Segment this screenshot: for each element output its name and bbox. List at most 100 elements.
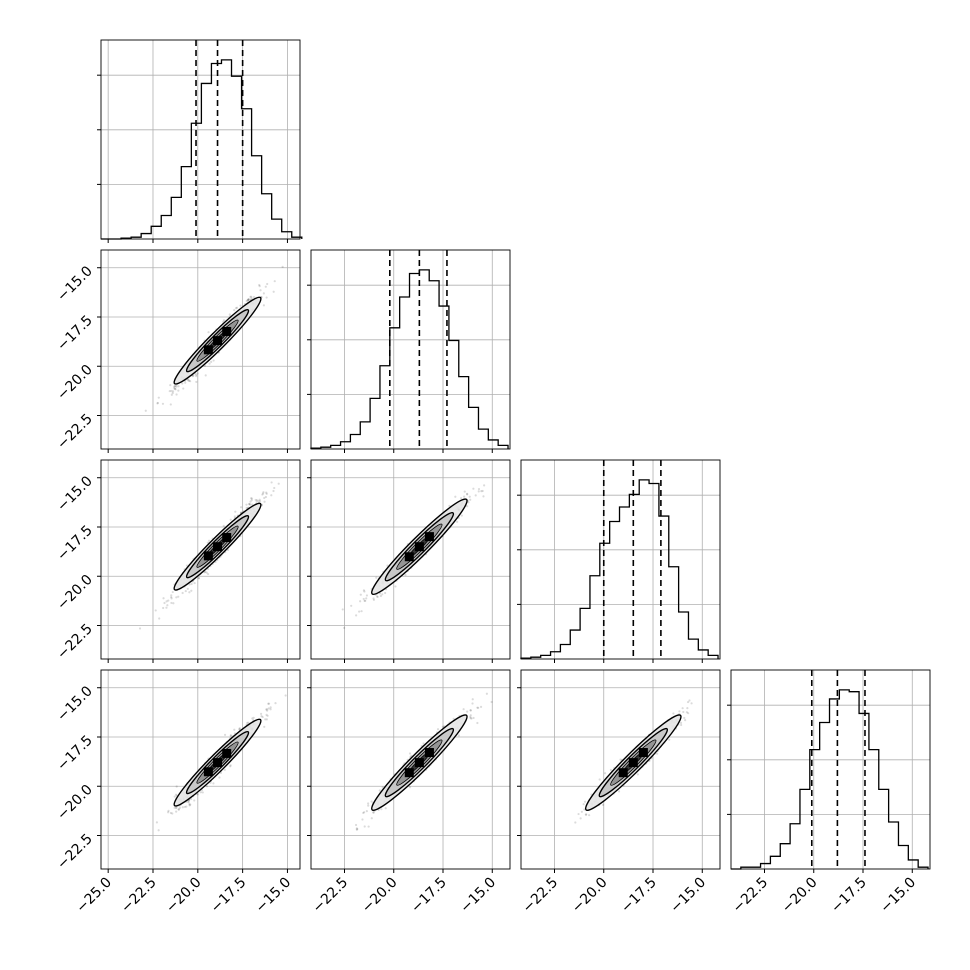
sample-point [188,803,191,806]
x-tick-label: −15.0 [877,875,919,917]
sample-point [485,692,488,695]
sample-point [188,583,191,586]
sample-point [678,710,681,713]
histogram-1 [310,269,509,449]
sample-point [249,500,252,503]
sample-point [471,702,474,705]
histogram-0 [101,59,303,240]
sample-point [157,829,160,832]
panel-frame [100,459,301,660]
x-tick-label: −17.5 [618,875,660,917]
sample-point [448,504,451,508]
sample-point [685,711,688,714]
sample-point [177,595,180,598]
sample-point [252,716,255,719]
sample-point [265,708,268,711]
sample-point [245,503,248,506]
sample-point [184,589,187,593]
sample-point [173,385,176,388]
sample-point [690,702,693,705]
sample-point [481,489,484,493]
sample-point [138,627,142,630]
sample-point [463,495,466,498]
sample-point [186,587,189,590]
sample-point [251,503,254,506]
panel-3-3: −22.5 −20.0 −17.5 −15.0 [727,669,931,917]
sample-point [181,806,184,809]
sample-point [189,380,192,383]
sample-point [681,707,684,710]
x-tick-label: −15.0 [253,875,295,917]
panel-3-0: −25.0 −22.5 −20.0 −17.5 −15.0−22.5−20.0−17.5… [54,669,301,917]
sample-point [167,811,170,814]
sample-point [365,597,368,600]
sample-point [193,581,196,585]
sample-point [359,593,362,596]
sample-point [166,604,169,607]
sample-point [245,506,248,510]
sample-point [454,495,457,498]
sample-point [238,727,241,730]
sample-point [234,510,237,513]
sample-point [281,265,284,268]
x-tick-label: −22.5 [520,875,562,917]
sample-point [195,380,198,384]
sample-point [192,374,195,377]
sample-point [636,773,639,776]
sample-point [169,384,172,387]
sample-point [264,285,267,288]
sample-point [247,298,250,301]
sample-point [175,806,178,810]
sample-point [173,806,176,809]
panel-frame [310,459,511,660]
density-peak [404,552,414,562]
sample-point [170,597,173,600]
sample-point [469,498,472,501]
sample-point [254,498,257,502]
sample-point [408,752,412,755]
sample-point [206,541,209,544]
histogram-3 [731,689,929,870]
sample-point [177,808,180,811]
sample-point [261,492,265,495]
density-peak [638,748,648,758]
density-peak [414,542,424,552]
sample-point [246,299,249,302]
sample-point [617,790,621,793]
sample-point [360,610,363,613]
sample-point [181,382,184,385]
y-tick-label: −17.5 [54,523,96,565]
sample-point [257,499,260,503]
sample-point [205,785,209,788]
sample-point [683,716,686,720]
sample-point [656,752,659,755]
sample-point [191,375,194,378]
sample-point [267,702,271,705]
sample-point [162,606,165,610]
sample-point [358,610,361,613]
density-peak [414,758,424,768]
sample-point [266,709,269,712]
sample-point [467,501,470,504]
y-tick-label: −15.0 [54,263,96,305]
sample-point [284,694,287,697]
sample-point [230,734,233,737]
panel-2-2 [517,459,721,663]
sample-point [672,712,675,715]
sample-point [470,717,473,720]
sample-point [250,497,254,500]
sample-point [187,801,190,804]
sample-point [370,817,373,820]
sample-point [355,614,358,617]
sample-point [170,389,173,393]
sample-point [178,806,182,809]
sample-point [686,700,690,704]
sample-point [363,599,366,602]
sample-point [262,491,265,494]
sample-point [235,306,239,309]
sample-point [222,524,225,527]
sample-point [195,374,198,378]
sample-point [175,596,178,599]
sample-point [269,706,272,709]
y-tick-label: −20.0 [54,572,96,614]
